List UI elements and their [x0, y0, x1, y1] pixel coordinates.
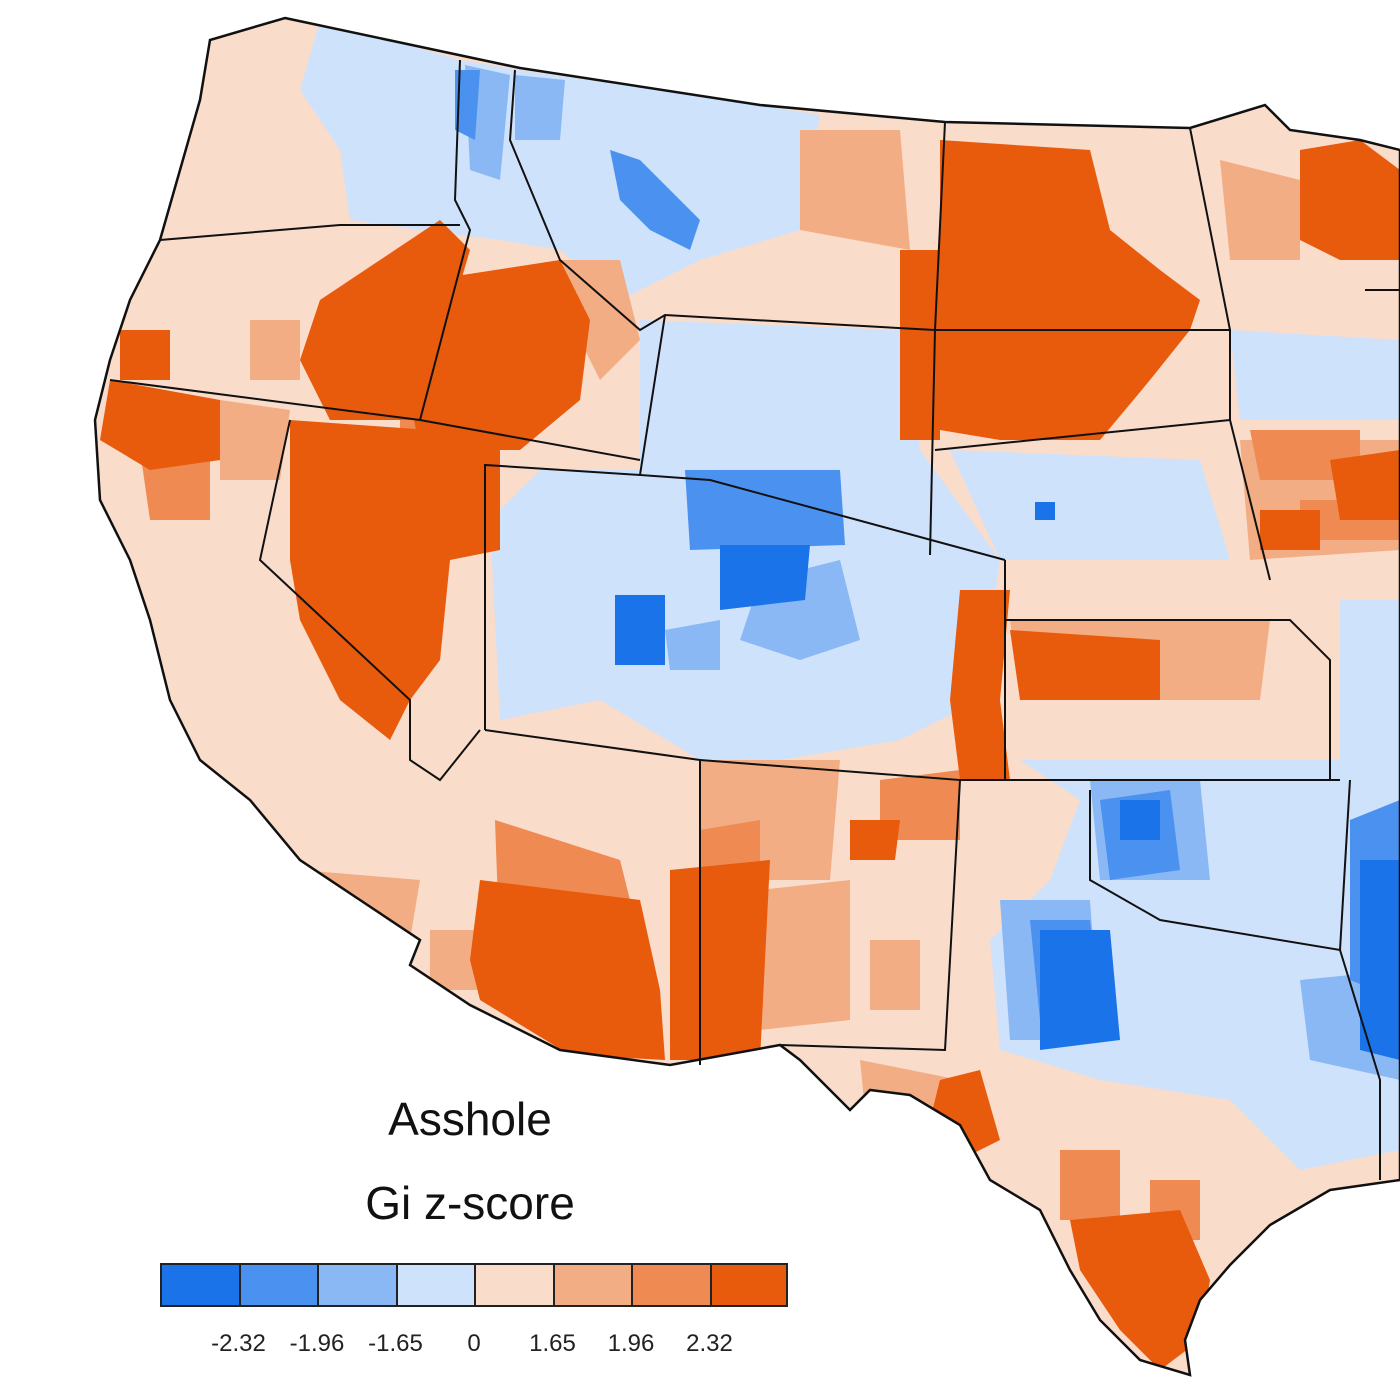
legend [160, 1263, 788, 1309]
legend-swatch [474, 1263, 555, 1307]
legend-tick-label: 2.32 [686, 1330, 733, 1357]
map-title: Asshole [388, 1093, 552, 1145]
legend-tick-label: -2.32 [211, 1330, 266, 1357]
legend-tick-label: -1.96 [289, 1330, 345, 1357]
dark-blue-regions [615, 502, 1400, 1060]
legend-swatch [631, 1263, 712, 1307]
dark-orange-regions [100, 140, 1400, 1370]
state-borders [93, 16, 1400, 1377]
legend-swatch [395, 1263, 476, 1307]
legend-tick-label: -1.65 [368, 1330, 423, 1357]
legend-swatch [709, 1263, 788, 1307]
legend-swatch [317, 1263, 398, 1307]
legend-swatch [238, 1263, 319, 1307]
legend-swatch [552, 1263, 633, 1307]
legend-swatch [160, 1263, 241, 1307]
legend-tick-label: 1.96 [607, 1330, 655, 1357]
legend-tick-label: 1.65 [529, 1330, 576, 1357]
map-subtitle: Gi z-score [365, 1177, 575, 1229]
legend-tick-label: 0 [467, 1330, 481, 1357]
